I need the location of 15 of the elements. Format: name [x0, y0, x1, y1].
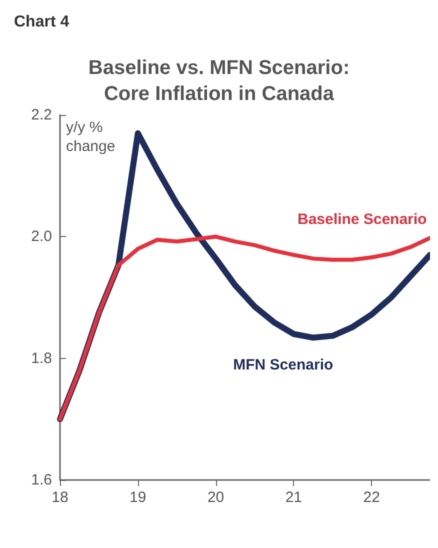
chart-title: Baseline vs. MFN Scenario: Core Inflation in Canada [88, 57, 350, 105]
x-tick-label: 18 [52, 489, 68, 506]
y-tick-label: 1.8 [31, 350, 52, 367]
line-series [58, 234, 430, 422]
x-tick-label: 21 [285, 489, 302, 506]
series-label: Baseline Scenario [297, 210, 427, 228]
y-tick-label: 2.0 [31, 228, 52, 246]
x-tick-label: 20 [207, 489, 224, 506]
y-tick-label: 1.6 [31, 472, 52, 488]
series-label: MFN Scenario [233, 356, 334, 374]
x-tick-label: 22 [363, 489, 380, 506]
x-tick-label: 19 [130, 489, 146, 506]
caption: Chart 4 [14, 14, 70, 30]
y-tick-label: 2.2 [31, 106, 52, 124]
y-axis-title: y/y % change [66, 119, 116, 155]
